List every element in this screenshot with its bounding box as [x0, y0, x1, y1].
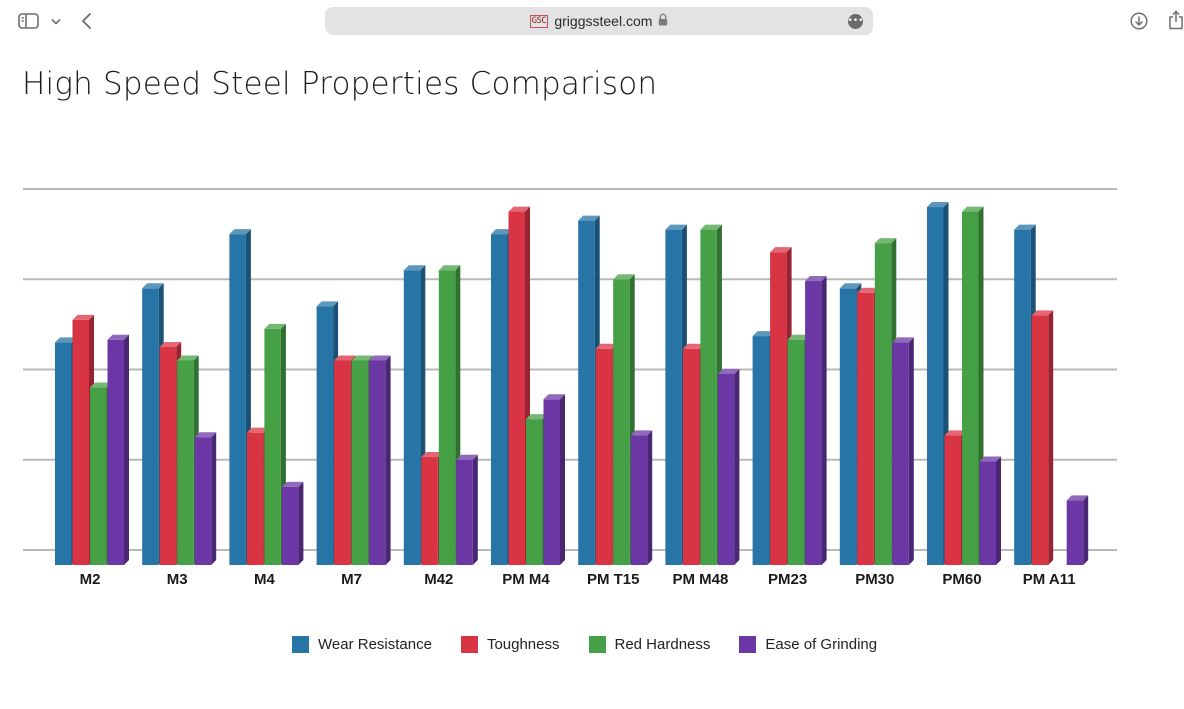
x-tick-label: PM30 [855, 571, 894, 588]
x-tick-label: M3 [167, 571, 188, 588]
bar-ease-of-grinding-m7 [369, 355, 391, 565]
bar-ease-of-grinding-m3 [194, 432, 217, 565]
chevron-down-icon[interactable] [49, 14, 63, 28]
legend-label-toughness: Toughness [486, 636, 560, 653]
legend-label-ease-of-grinding: Ease of Grinding [765, 636, 878, 653]
address-bar[interactable]: GSC griggssteel.com ••• [325, 7, 873, 35]
x-tick-label: M2 [80, 571, 101, 588]
x-tick-label: M42 [424, 571, 453, 588]
bar-ease-of-grinding-pm-t15 [630, 430, 653, 565]
x-tick-label: PM23 [768, 571, 807, 588]
bar-ease-of-grinding-m42 [456, 454, 478, 565]
url-text: griggssteel.com [554, 13, 653, 29]
browser-toolbar: GSC griggssteel.com ••• [0, 0, 1184, 44]
legend-item-wear-resistance: Wear Resistance [292, 636, 432, 653]
x-tick-label: M7 [341, 571, 362, 588]
bar-ease-of-grinding-m4 [281, 481, 304, 565]
back-chevron-icon[interactable] [78, 11, 94, 31]
legend-label-wear-resistance: Wear Resistance [318, 636, 432, 653]
legend-swatch-wear [292, 636, 309, 653]
more-options-icon[interactable]: ••• [848, 14, 863, 29]
x-tick-label: M4 [254, 571, 275, 588]
bar-ease-of-grinding-pm-a11 [1066, 495, 1089, 565]
bar-ease-of-grinding-pm23 [805, 276, 827, 565]
bar-ease-of-grinding-pm60 [979, 456, 1001, 565]
legend-swatch-red-hardness [588, 636, 606, 653]
share-icon[interactable] [1166, 9, 1184, 31]
bar-chart: M2 M3 M4 M7 M42 PM M4 PM T15 PM M48 PM23 PM30 PM60… [23, 188, 1117, 588]
legend-swatch-grinding [739, 636, 757, 653]
legend-label-red-hardness: Red Hardness [614, 636, 711, 653]
bar-ease-of-grinding-pm30 [892, 337, 914, 565]
chart-legend: Wear Resistance Toughness Red Hardness E… [292, 636, 906, 653]
bar-ease-of-grinding-m2 [107, 334, 129, 565]
bar-ease-of-grinding-pm-m48 [717, 369, 740, 565]
x-tick-label: PM T15 [587, 571, 640, 588]
site-favicon: GSC [529, 14, 549, 28]
bar-ease-of-grinding-pm-m4 [543, 394, 565, 565]
bar-toughness-pm-a11 [1031, 310, 1054, 565]
x-tick-label: PM M4 [502, 571, 550, 588]
x-tick-label: PM60 [942, 571, 981, 588]
legend-item-red-hardness: Red Hardness [588, 636, 711, 653]
page-title: High Speed Steel Properties Comparison [22, 66, 658, 102]
legend-item-toughness: Toughness [460, 636, 560, 653]
x-tick-label: PM A11 [1023, 571, 1076, 588]
legend-item-ease-of-grinding: Ease of Grinding [739, 636, 877, 653]
lock-icon [658, 13, 668, 29]
download-icon[interactable] [1129, 11, 1149, 31]
legend-swatch-toughness [460, 636, 478, 653]
x-tick-label: PM M48 [672, 571, 728, 588]
sidebar-toggle-icon[interactable] [17, 12, 39, 30]
